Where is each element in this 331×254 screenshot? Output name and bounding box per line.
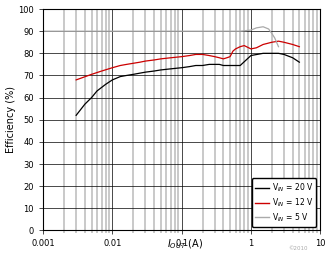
Text: $I_{OUT}$ (A): $I_{OUT}$ (A)	[167, 238, 204, 251]
Y-axis label: Efficiency (%): Efficiency (%)	[6, 86, 16, 153]
Text: ©2010: ©2010	[288, 246, 308, 251]
Legend: V$_{IN}$ = 20 V, V$_{IN}$ = 12 V, V$_{IN}$ = 5 V: V$_{IN}$ = 20 V, V$_{IN}$ = 12 V, V$_{IN…	[252, 178, 316, 227]
